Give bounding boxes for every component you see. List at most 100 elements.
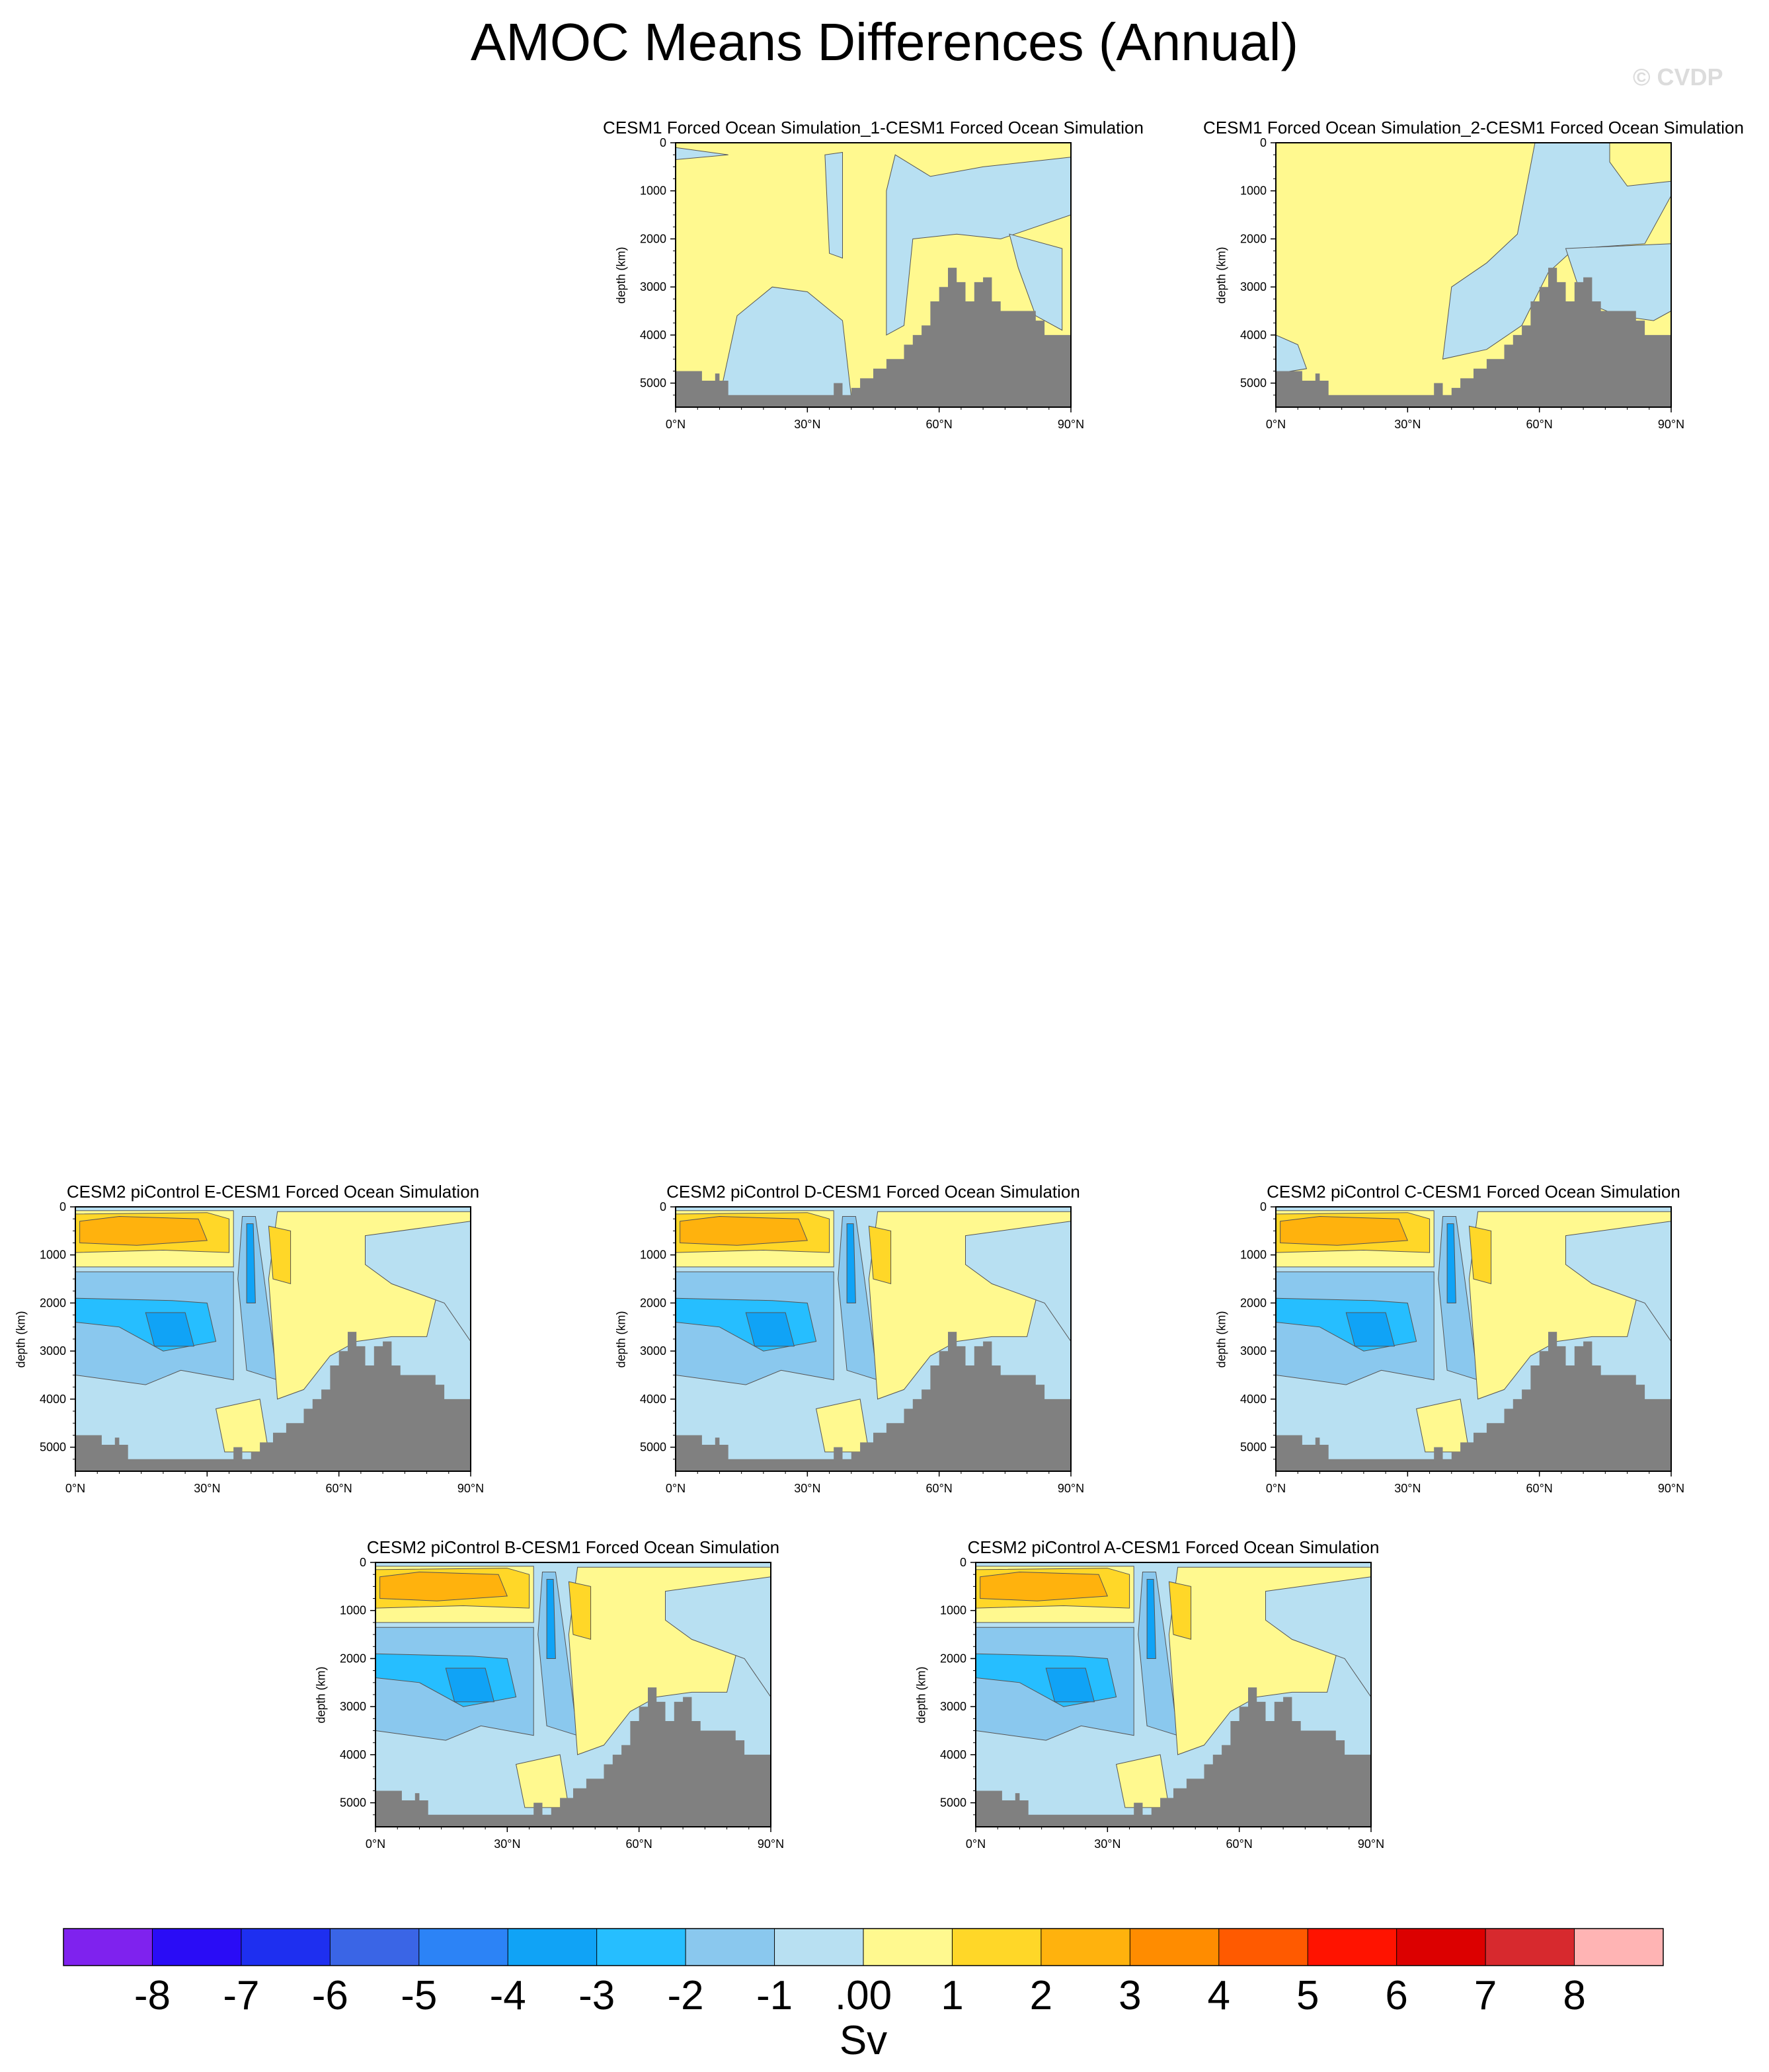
y-tick-label: 0 bbox=[960, 1556, 966, 1569]
y-tick-label: 2000 bbox=[1240, 1296, 1267, 1309]
x-tick-label: 90°N bbox=[1358, 1837, 1384, 1851]
colorbar-label: -6 bbox=[312, 1973, 348, 2018]
colorbar-label: 5 bbox=[1296, 1973, 1319, 2018]
x-tick-label: 30°N bbox=[1394, 418, 1421, 431]
negative-cell-4 bbox=[886, 154, 1071, 336]
colorbar-label: 4 bbox=[1208, 1973, 1230, 2018]
negative-cell-3 bbox=[1045, 1668, 1095, 1703]
colorbar-swatch bbox=[686, 1929, 775, 1966]
y-tick-label: 4000 bbox=[640, 1393, 666, 1406]
x-tick-label: 90°N bbox=[1058, 418, 1084, 431]
y-tick-label: 3000 bbox=[340, 1700, 366, 1713]
y-tick-label: 0 bbox=[660, 1200, 666, 1213]
y-tick-label: 1000 bbox=[340, 1604, 366, 1617]
negative-cell-5 bbox=[1009, 233, 1063, 331]
positive-cell-3 bbox=[379, 1571, 508, 1601]
x-tick-label: 30°N bbox=[494, 1837, 520, 1851]
y-tick-label: 5000 bbox=[640, 377, 666, 390]
colorbar-label: -8 bbox=[134, 1973, 171, 2018]
colorbar-label: 6 bbox=[1385, 1973, 1407, 2018]
y-tick-label: 5000 bbox=[640, 1441, 666, 1454]
colorbar-swatch bbox=[1396, 1929, 1486, 1966]
northern-negative bbox=[365, 1221, 471, 1342]
panel-title: CESM2 piControl D-CESM1 Forced Ocean Sim… bbox=[666, 1182, 1080, 1202]
colorbar-swatch bbox=[418, 1929, 508, 1966]
x-tick-label: 0°N bbox=[1266, 1482, 1286, 1495]
y-tick-label: 4000 bbox=[1240, 328, 1267, 342]
boundary-jet-core bbox=[846, 1223, 856, 1303]
northern-positive-2 bbox=[1468, 1225, 1492, 1285]
colorbar-label: -4 bbox=[490, 1973, 526, 2018]
colorbar-label: 8 bbox=[1563, 1973, 1585, 2018]
panel-title: CESM1 Forced Ocean Simulation_1-CESM1 Fo… bbox=[603, 118, 1144, 137]
positive-cell-3 bbox=[79, 1215, 208, 1246]
northern-negative bbox=[1565, 1221, 1671, 1342]
y-tick-label: 2000 bbox=[340, 1652, 366, 1665]
negative-cell-3 bbox=[1345, 1312, 1396, 1347]
northern-negative bbox=[665, 1576, 771, 1698]
x-tick-label: 60°N bbox=[926, 1482, 953, 1495]
x-tick-label: 0°N bbox=[966, 1837, 986, 1851]
y-tick-label: 5000 bbox=[940, 1796, 966, 1810]
positive-cell-1 bbox=[1609, 143, 1671, 187]
colorbar-label: -5 bbox=[401, 1973, 437, 2018]
bathymetry-land bbox=[676, 1332, 1071, 1471]
x-tick-label: 90°N bbox=[1058, 1482, 1084, 1495]
x-tick-label: 0°N bbox=[366, 1837, 385, 1851]
x-tick-label: 60°N bbox=[926, 418, 953, 431]
colorbar-label: -2 bbox=[668, 1973, 704, 2018]
bathymetry-land bbox=[75, 1332, 471, 1471]
y-tick-label: 1000 bbox=[640, 184, 666, 198]
northern-negative bbox=[1265, 1576, 1371, 1698]
panel-title: CESM2 piControl E-CESM1 Forced Ocean Sim… bbox=[66, 1182, 480, 1202]
x-tick-label: 0°N bbox=[666, 1482, 686, 1495]
y-tick-label: 2000 bbox=[640, 1296, 666, 1309]
negative-cell-3 bbox=[145, 1312, 195, 1347]
x-tick-label: 90°N bbox=[457, 1482, 484, 1495]
bathymetry-land bbox=[976, 1687, 1371, 1827]
y-tick-label: 1000 bbox=[640, 1248, 666, 1262]
y-tick-label: 2000 bbox=[40, 1296, 66, 1309]
y-tick-label: 3000 bbox=[640, 280, 666, 293]
panel-title: CESM2 piControl B-CESM1 Forced Ocean Sim… bbox=[366, 1537, 780, 1557]
colorbar-label: 2 bbox=[1030, 1973, 1052, 2018]
x-tick-label: 0°N bbox=[1266, 418, 1286, 431]
y-tick-label: 3000 bbox=[940, 1700, 966, 1713]
y-tick-label: 3000 bbox=[1240, 1344, 1267, 1358]
x-tick-label: 0°N bbox=[666, 418, 686, 431]
northern-positive-2 bbox=[568, 1581, 592, 1640]
y-tick-label: 1000 bbox=[1240, 184, 1267, 198]
cvdp-watermark: © CVDP bbox=[1633, 63, 1723, 91]
bathymetry-land bbox=[1276, 268, 1671, 407]
y-tick-label: 4000 bbox=[340, 1748, 366, 1761]
y-tick-label: 1000 bbox=[1240, 1248, 1267, 1262]
x-tick-label: 30°N bbox=[194, 1482, 220, 1495]
colorbar-swatch bbox=[774, 1929, 864, 1966]
y-tick-label: 3000 bbox=[640, 1344, 666, 1358]
northern-positive-2 bbox=[268, 1225, 292, 1285]
colorbar-swatch bbox=[863, 1929, 953, 1966]
positive-cell-3 bbox=[980, 1571, 1109, 1601]
colorbar-unit: Sv bbox=[840, 2018, 887, 2063]
y-tick-label: 0 bbox=[1260, 136, 1267, 149]
y-tick-label: 2000 bbox=[1240, 232, 1267, 245]
y-tick-label: 4000 bbox=[640, 328, 666, 342]
negative-cell-3 bbox=[445, 1668, 495, 1703]
y-tick-label: 3000 bbox=[1240, 280, 1267, 293]
x-tick-label: 90°N bbox=[758, 1837, 784, 1851]
y-tick-label: 5000 bbox=[340, 1796, 366, 1810]
colorbar-swatch bbox=[1041, 1929, 1130, 1966]
y-tick-label: 2000 bbox=[640, 232, 666, 245]
y-tick-label: 4000 bbox=[940, 1748, 966, 1761]
y-tick-label: 1000 bbox=[40, 1248, 66, 1262]
x-tick-label: 90°N bbox=[1658, 1482, 1684, 1495]
colorbar-swatch bbox=[1574, 1929, 1664, 1966]
y-tick-label: 0 bbox=[360, 1556, 366, 1569]
y-tick-label: 5000 bbox=[40, 1441, 66, 1454]
colorbar-swatch bbox=[508, 1929, 598, 1966]
